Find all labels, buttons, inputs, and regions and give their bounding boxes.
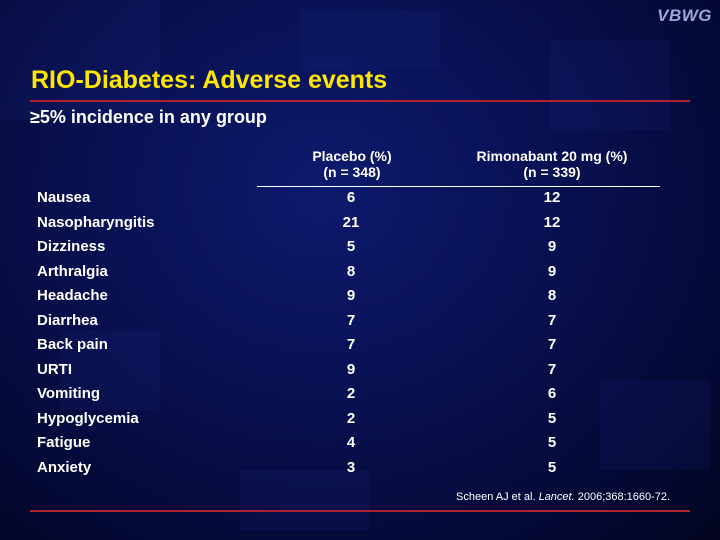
table-row: Hypoglycemia 2 5 xyxy=(30,407,670,432)
citation-journal: Lancet. xyxy=(538,491,575,503)
column-header-rimonabant: Rimonabant 20 mg (%) (n = 339) xyxy=(452,148,652,180)
rimonabant-value: 5 xyxy=(547,458,557,476)
placebo-value: 3 xyxy=(346,458,356,476)
background-tile xyxy=(300,10,440,70)
header-underline xyxy=(257,186,660,187)
event-label: Hypoglycemia xyxy=(37,409,139,427)
placebo-value: 6 xyxy=(346,189,356,206)
background-tile xyxy=(600,380,710,470)
footer-divider xyxy=(30,510,690,512)
title-divider xyxy=(30,100,690,102)
background-tile xyxy=(60,330,160,410)
column-header-n: (n = 339) xyxy=(523,164,581,180)
table-row: Nausea 6 12 xyxy=(30,186,670,211)
citation: Scheen AJ et al. Lancet. 2006;368:1660-7… xyxy=(456,491,670,503)
rimonabant-value: 9 xyxy=(547,238,557,255)
slide-title: RIO-Diabetes: Adverse events xyxy=(31,66,388,94)
column-header-name: Placebo (%) xyxy=(312,148,392,164)
rimonabant-value: 5 xyxy=(547,409,557,427)
event-label: Nasopharyngitis xyxy=(37,213,155,231)
adverse-events-table: Nausea 6 12 Nasopharyngitis 21 12 Dizziness 5… xyxy=(30,186,670,480)
rimonabant-value: 12 xyxy=(543,213,561,231)
background-tile xyxy=(0,0,160,120)
table-row: URTI 9 7 xyxy=(30,358,670,383)
rimonabant-value: 7 xyxy=(547,311,557,329)
table-row: Nasopharyngitis 21 12 xyxy=(30,211,670,236)
event-label: Headache xyxy=(37,287,108,304)
placebo-value: 8 xyxy=(346,262,356,280)
placebo-value: 7 xyxy=(346,311,356,329)
citation-details: 2006;368:1660-72. xyxy=(577,491,671,503)
column-header-name: Rimonabant 20 mg (%) xyxy=(476,148,628,164)
rimonabant-value: 8 xyxy=(547,287,557,304)
table-row: Back pain 7 7 xyxy=(30,333,670,358)
table-row: Arthralgia 8 9 xyxy=(30,260,670,285)
event-label: Dizziness xyxy=(37,238,106,255)
table-row: Anxiety 3 5 xyxy=(30,456,670,481)
table-row: Vomiting 2 6 xyxy=(30,382,670,407)
placebo-value: 7 xyxy=(346,336,356,353)
event-label: Fatigue xyxy=(37,434,91,451)
rimonabant-value: 7 xyxy=(547,360,557,378)
event-label: Arthralgia xyxy=(37,262,108,280)
event-label: Vomiting xyxy=(37,385,101,402)
table-row: Headache 9 8 xyxy=(30,284,670,309)
event-label: URTI xyxy=(37,360,72,378)
placebo-value: 2 xyxy=(346,409,356,427)
event-label: Diarrhea xyxy=(37,311,98,329)
event-label: Nausea xyxy=(37,189,91,206)
placebo-value: 4 xyxy=(346,434,356,451)
rimonabant-value: 5 xyxy=(547,434,557,451)
rimonabant-value: 12 xyxy=(543,189,561,206)
table-row: Dizziness 5 9 xyxy=(30,235,670,260)
rimonabant-value: 7 xyxy=(547,336,557,353)
event-label: Anxiety xyxy=(37,458,92,476)
citation-authors: Scheen AJ et al. xyxy=(456,491,536,503)
placebo-value: 21 xyxy=(342,213,360,231)
background-tile xyxy=(550,40,670,130)
placebo-value: 5 xyxy=(346,238,356,255)
placebo-value: 9 xyxy=(346,287,356,304)
vbwg-logo: VBWG xyxy=(657,6,712,25)
column-header-n: (n = 348) xyxy=(323,164,381,180)
rimonabant-value: 6 xyxy=(547,385,557,402)
table-row: Diarrhea 7 7 xyxy=(30,309,670,334)
event-label: Back pain xyxy=(37,336,108,353)
placebo-value: 9 xyxy=(346,360,356,378)
rimonabant-value: 9 xyxy=(547,262,557,280)
slide-subtitle: ≥5% incidence in any group xyxy=(30,107,267,127)
table-row: Fatigue 4 5 xyxy=(30,431,670,456)
column-header-placebo: Placebo (%) (n = 348) xyxy=(287,148,417,180)
background-tile xyxy=(240,470,370,530)
placebo-value: 2 xyxy=(346,385,356,402)
